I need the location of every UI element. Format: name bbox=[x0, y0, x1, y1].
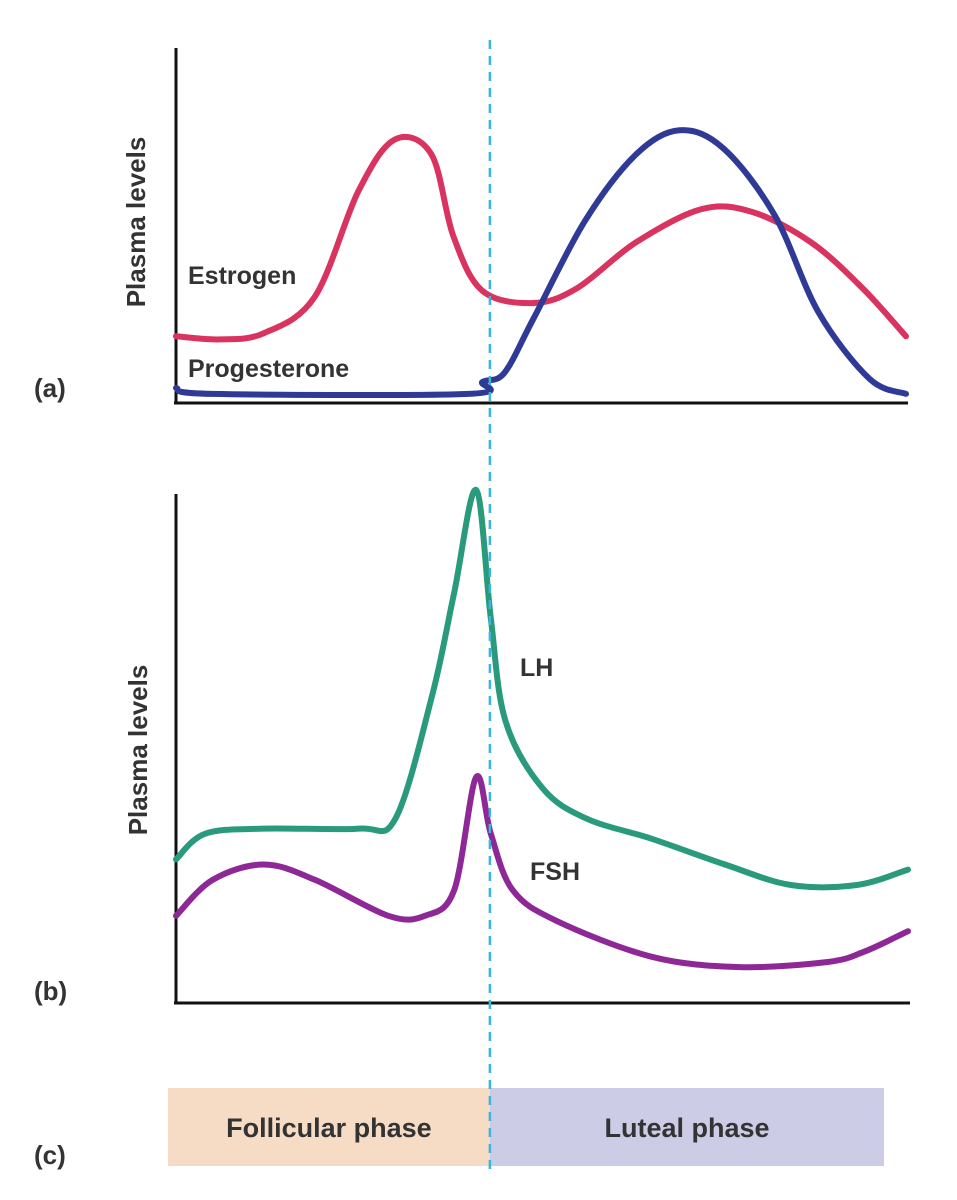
panel-c-label: (c) bbox=[34, 1140, 66, 1170]
panel-b-label: (b) bbox=[34, 976, 67, 1006]
estrogen-curve bbox=[173, 133, 909, 343]
panel-b-y-axis-label: Plasma levels bbox=[123, 665, 153, 836]
luteal-phase-label: Luteal phase bbox=[604, 1113, 769, 1143]
follicular-phase-segment bbox=[168, 1088, 490, 1166]
fsh-label: FSH bbox=[530, 858, 580, 886]
follicular-phase-label: Follicular phase bbox=[226, 1113, 432, 1143]
lh-label: LH bbox=[520, 654, 553, 682]
estrogen-label: Estrogen bbox=[188, 262, 296, 290]
progesterone-curve bbox=[173, 127, 909, 399]
luteal-phase-segment bbox=[489, 1088, 884, 1166]
panel-b-axes: Plasma levels (b) bbox=[34, 494, 910, 1006]
fsh-curve bbox=[173, 773, 911, 971]
phase-bar: Follicular phase Luteal phase bbox=[168, 1088, 884, 1166]
panel-a-axes: Plasma levels (a) bbox=[34, 48, 908, 405]
panel-a-y-axis-label: Plasma levels bbox=[121, 137, 151, 308]
progesterone-label: Progesterone bbox=[188, 355, 349, 383]
panel-a-label: (a) bbox=[34, 373, 66, 403]
lh-curve bbox=[173, 486, 911, 891]
